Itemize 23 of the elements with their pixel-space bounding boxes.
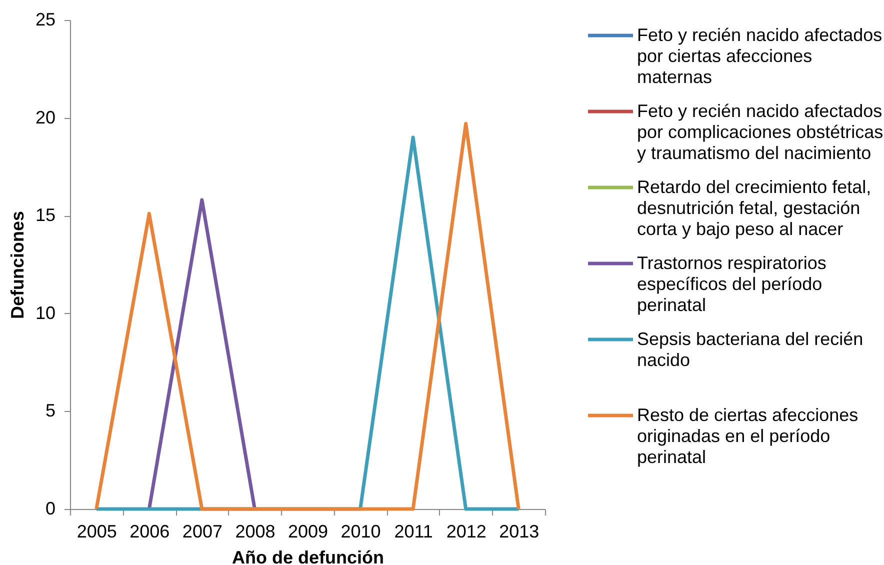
y-tick-label: 25 xyxy=(35,10,56,30)
x-axis-title: Año de defunción xyxy=(232,548,384,565)
y-tick-label: 0 xyxy=(45,498,56,518)
legend-label: Trastornos respiratorios específicos del período perinatal xyxy=(637,253,826,315)
y-tick-label: 10 xyxy=(35,302,56,323)
x-tick-label: 2008 xyxy=(235,522,276,542)
x-tick-label: 2007 xyxy=(182,522,222,542)
legend-label: Sepsis bacteriana del recién nacido xyxy=(637,329,864,370)
x-tick-label: 2013 xyxy=(499,522,540,542)
legend-label: Retardo del crecimiento fetal, desnutrición fetal, gestación corta y bajo peso al nacer xyxy=(637,177,872,239)
y-axis-title: Defunciones xyxy=(7,210,28,320)
legend-label: Resto de ciertas afecciones originadas en el período perinatal xyxy=(637,405,858,467)
x-tick-label: 2011 xyxy=(394,522,433,542)
y-tick-label: 5 xyxy=(45,400,56,421)
x-tick-label: 2009 xyxy=(288,522,328,542)
legend-label: Feto y recién nacido afectados por ciertas afecciones maternas xyxy=(637,25,882,87)
x-tick-label: 2012 xyxy=(446,522,486,542)
y-tick-label: 20 xyxy=(35,107,56,128)
y-tick-label: 15 xyxy=(35,205,56,226)
legend-label: Feto y recién nacido afectados por complicaciones obstétricas y traumatismo del nacimiento xyxy=(637,101,884,163)
x-tick-label: 2006 xyxy=(130,522,170,542)
x-tick-label: 2010 xyxy=(340,522,381,542)
x-tick-label: 2005 xyxy=(76,522,117,542)
